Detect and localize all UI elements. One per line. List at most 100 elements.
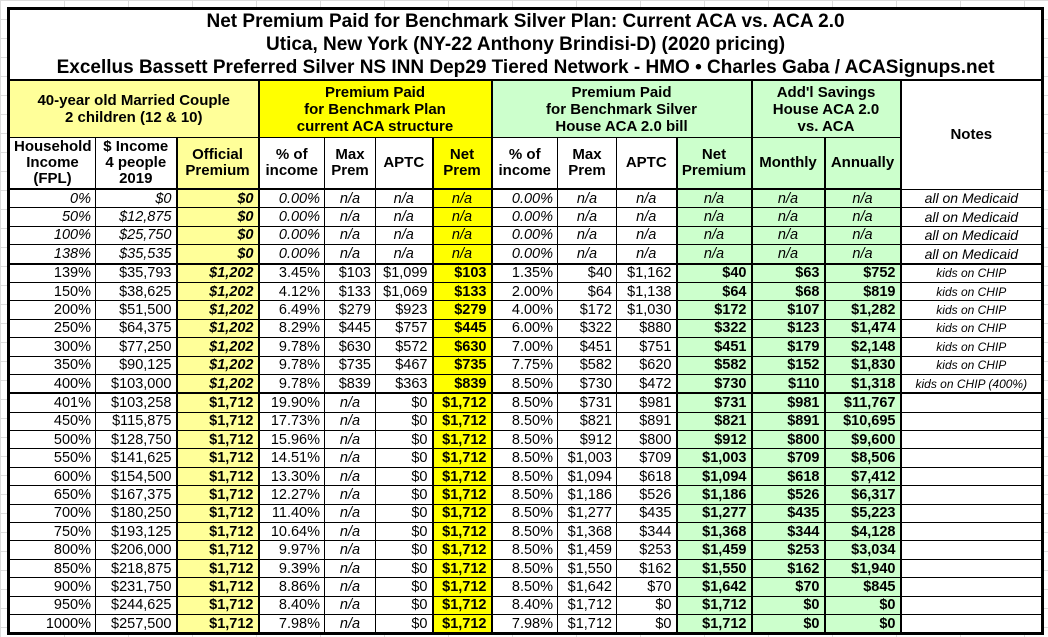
table-row: 138% $35,535 $0 0.00% n/a n/a n/a 0.00% n/a n/a n/… [8, 244, 1044, 265]
fpl-cell: 138% [8, 244, 96, 265]
table-row: 950% $244,625 $1,712 8.40% n/a $0 $1,712 8.40% $… [8, 595, 1044, 615]
aca-net-prem-cell: n/a [431, 188, 492, 209]
fpl-cell: 450% [8, 411, 96, 432]
aca-pct-income-cell: 17.73% [257, 411, 325, 432]
official-premium-cell: $1,712 [175, 540, 259, 560]
aca2-pct-income-cell: 6.00% [490, 318, 558, 339]
savings-annually-cell: $1,940 [823, 558, 901, 579]
notes-cell [899, 430, 1044, 450]
aca-aptc-cell: $0 [375, 448, 433, 468]
aca2-aptc-cell: $70 [616, 577, 677, 597]
aca2-aptc-cell: $0 [616, 595, 677, 615]
aca2-net-premium-cell: $1,459 [675, 540, 752, 560]
aca-aptc-cell: $363 [375, 373, 433, 395]
col-header-fpl: Household Income (FPL) [8, 137, 96, 190]
aca2-max-prem-cell: $730 [557, 373, 617, 395]
aca-aptc-cell: $572 [375, 337, 433, 357]
aca2-net-premium-cell: $1,712 [675, 613, 752, 635]
col-header-aca-pct-income: % of income [257, 137, 325, 190]
aca2-pct-income-cell: 1.35% [490, 263, 558, 283]
notes-cell: kids on CHIP [899, 263, 1044, 283]
income-cell: $206,000 [95, 540, 177, 560]
aca-aptc-cell: $923 [375, 300, 433, 320]
savings-monthly-cell: n/a [750, 225, 825, 246]
table-row: 900% $231,750 $1,712 8.86% n/a $0 $1,712 8.50% $… [8, 577, 1044, 597]
notes-cell: kids on CHIP [899, 355, 1044, 375]
notes-cell [899, 613, 1044, 635]
aca-net-prem-cell: $839 [431, 373, 492, 395]
aca-net-prem-cell: $1,712 [431, 577, 492, 597]
aca2-net-premium-cell: $582 [675, 355, 752, 375]
col-header-aca-max-prem: Max Prem [324, 137, 376, 190]
aca2-max-prem-cell: $1,368 [557, 522, 617, 542]
official-premium-cell: $1,202 [175, 373, 259, 395]
aca2-pct-income-cell: 7.98% [490, 613, 558, 635]
official-premium-cell: $1,712 [175, 503, 259, 524]
aca-max-prem-cell: n/a [324, 466, 376, 487]
aca-max-prem-cell: $133 [324, 281, 376, 302]
aca2-net-premium-cell: $40 [675, 263, 752, 283]
savings-annually-cell: n/a [823, 188, 901, 209]
savings-monthly-cell: $123 [750, 318, 825, 339]
savings-annually-cell: $4,128 [823, 522, 901, 542]
aca2-aptc-cell: $344 [616, 522, 677, 542]
aca-pct-income-cell: 9.78% [257, 373, 325, 395]
aca-max-prem-cell: n/a [324, 411, 376, 432]
title-row: Net Premium Paid for Benchmark Silver Pl… [7, 8, 1044, 81]
notes-cell [899, 558, 1044, 579]
income-cell: $244,625 [95, 595, 177, 615]
table-row: 600% $154,500 $1,712 13.30% n/a $0 $1,712 8.50%… [8, 466, 1044, 487]
aca-net-prem-cell: $1,712 [431, 448, 492, 468]
aca-aptc-cell: $467 [375, 355, 433, 375]
aca2-net-premium-cell: $1,368 [675, 522, 752, 542]
aca2-pct-income-cell: 8.50% [490, 577, 558, 597]
fpl-cell: 600% [8, 466, 96, 487]
savings-annually-cell: $3,034 [823, 540, 901, 560]
col-header-aca2-aptc: APTC [616, 137, 677, 190]
fpl-cell: 139% [8, 263, 96, 283]
aca2-aptc-cell: $1,138 [616, 281, 677, 302]
official-premium-cell: $1,712 [175, 466, 259, 487]
table-row: 350% $90,125 $1,202 9.78% $735 $467 $735 7.75% $… [8, 355, 1044, 375]
income-cell: $167,375 [95, 485, 177, 505]
income-cell: $141,625 [95, 448, 177, 468]
fpl-cell: 950% [8, 595, 96, 615]
savings-monthly-cell: $709 [750, 448, 825, 468]
table-row: 1000% $257,500 $1,712 7.98% n/a $0 $1,712 7.98%… [8, 613, 1044, 635]
aca2-pct-income-cell: 8.50% [490, 503, 558, 524]
aca2-pct-income-cell: 7.75% [490, 355, 558, 375]
aca-max-prem-cell: n/a [324, 595, 376, 615]
aca2-max-prem-cell: $451 [557, 337, 617, 357]
aca2-aptc-cell: n/a [616, 188, 677, 209]
notes-cell: kids on CHIP [899, 300, 1044, 320]
aca2-max-prem-cell: $1,094 [557, 466, 617, 487]
official-premium-cell: $1,202 [175, 355, 259, 375]
aca2-max-prem-cell: $1,550 [557, 558, 617, 579]
table-row: 401% $103,258 $1,712 19.90% n/a $0 $1,712 8.50%… [8, 392, 1044, 413]
official-premium-cell: $1,712 [175, 448, 259, 468]
aca2-aptc-cell: $0 [616, 613, 677, 635]
aca-net-prem-cell: $1,712 [431, 558, 492, 579]
aca-net-prem-cell: $630 [431, 337, 492, 357]
savings-annually-cell: $8,506 [823, 448, 901, 468]
aca-max-prem-cell: $839 [324, 373, 376, 395]
aca2-net-premium-cell: $821 [675, 411, 752, 432]
official-premium-cell: $0 [175, 188, 259, 209]
income-cell: $38,625 [95, 281, 177, 302]
savings-monthly-cell: $344 [750, 522, 825, 542]
group-header-row: 40-year old Married Couple 2 children (1… [8, 79, 1044, 190]
table-title: Net Premium Paid for Benchmark Silver Pl… [7, 8, 1044, 81]
aca2-max-prem-cell: $1,642 [557, 577, 617, 597]
aca-net-prem-cell: $1,712 [431, 613, 492, 635]
title-line-3: Excellus Bassett Preferred Silver NS INN… [56, 57, 995, 78]
notes-cell [899, 503, 1044, 524]
notes-cell [899, 485, 1044, 505]
aca2-max-prem-cell: $821 [557, 411, 617, 432]
notes-cell: kids on CHIP (400%) [899, 373, 1044, 395]
aca2-aptc-cell: $751 [616, 337, 677, 357]
aca2-pct-income-cell: 8.50% [490, 411, 558, 432]
aca2-aptc-cell: $891 [616, 411, 677, 432]
group-header-current-aca: Premium Paid for Benchmark Plan current … [257, 79, 492, 138]
aca-pct-income-cell: 9.78% [257, 337, 325, 357]
aca2-pct-income-cell: 8.40% [490, 595, 558, 615]
